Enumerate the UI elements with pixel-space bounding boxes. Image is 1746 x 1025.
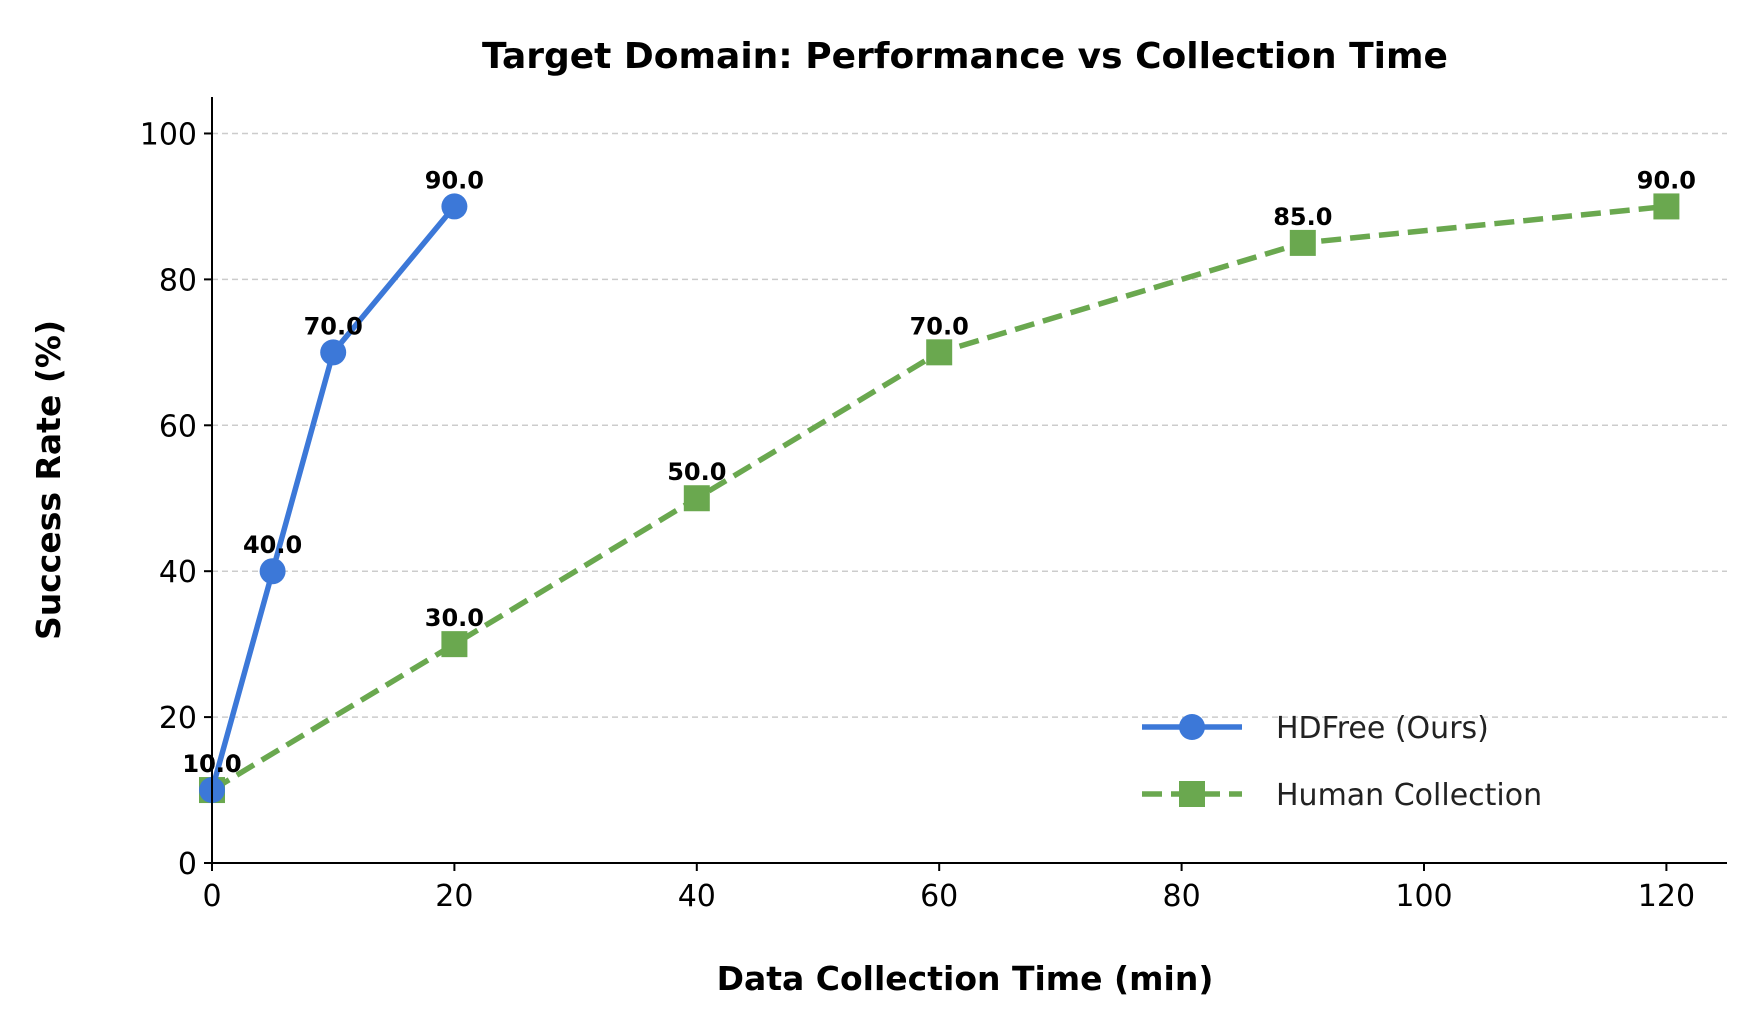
y-tick-label-60: 60 [159, 409, 197, 444]
data-label-human-collection-4: 85.0 [1273, 203, 1332, 231]
legend-label-human-collection: Human Collection [1276, 778, 1542, 813]
data-label-human-collection-0: 10.0 [182, 750, 241, 778]
marker-human-collection-4 [1289, 229, 1316, 256]
legend: HDFree (Ours) Human Collection [1142, 711, 1542, 813]
x-tick-label-20: 20 [435, 879, 473, 914]
y-tick-label-40: 40 [159, 555, 197, 590]
x-tick-label-120: 120 [1638, 879, 1695, 914]
legend-label-hdfree-ours: HDFree (Ours) [1276, 711, 1489, 746]
x-tick-label-80: 80 [1163, 879, 1201, 914]
x-tick-label-40: 40 [678, 879, 716, 914]
data-label-human-collection-2: 50.0 [667, 458, 726, 486]
y-tick-label-20: 20 [159, 701, 197, 736]
series-line-hdfree-ours [209, 204, 457, 791]
y-tick-label-0: 0 [178, 847, 197, 882]
legend-marker-human-collection [1179, 781, 1205, 807]
y-tick-label-100: 100 [140, 117, 197, 152]
data-label-human-collection-3: 70.0 [910, 312, 969, 340]
series-line-human-collection [210, 203, 1667, 793]
data-labels: 10.040.070.090.010.030.050.070.085.090.0 [182, 166, 1696, 778]
gridlines [212, 132, 1727, 718]
data-label-hdfree-ours-2: 70.0 [304, 312, 363, 340]
marker-hdfree-ours-2 [320, 339, 347, 366]
marker-hdfree-ours-3 [441, 193, 468, 220]
marker-human-collection-5 [1653, 193, 1680, 220]
data-label-human-collection-5: 90.0 [1637, 166, 1696, 194]
legend-marker-hdfree-ours [1179, 714, 1205, 740]
marker-human-collection-3 [926, 339, 953, 366]
y-tick-label-80: 80 [159, 263, 197, 298]
data-label-human-collection-1: 30.0 [425, 604, 484, 632]
x-tick-label-60: 60 [920, 879, 958, 914]
x-tick-label-100: 100 [1395, 879, 1452, 914]
x-tick-label-0: 0 [202, 879, 221, 914]
series-layer [199, 193, 1680, 804]
axes: 0 20 40 60 80 100 120 0 20 40 60 80 100 [140, 97, 1727, 914]
y-axis-label: Success Rate (%) [29, 320, 68, 640]
data-label-hdfree-ours-1: 40.0 [243, 531, 302, 559]
marker-hdfree-ours-1 [259, 558, 286, 585]
marker-human-collection-2 [683, 485, 710, 512]
data-label-hdfree-ours-3: 90.0 [425, 166, 484, 194]
chart-title: Target Domain: Performance vs Collection… [482, 36, 1448, 77]
data-label-hdfree-ours-0: 10.0 [182, 750, 241, 778]
marker-human-collection-1 [441, 631, 468, 658]
x-axis-label: Data Collection Time (min) [717, 959, 1214, 998]
